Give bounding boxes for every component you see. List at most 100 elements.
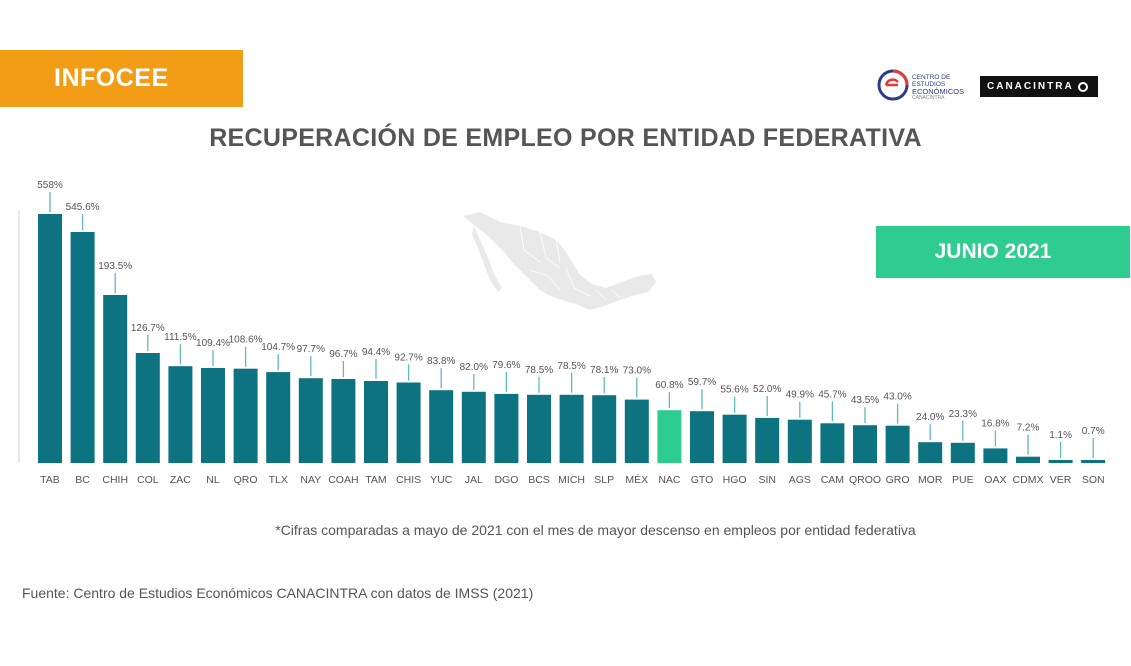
category-label-gro: GRO [886,474,910,486]
source-note: Fuente: Centro de Estudios Económicos CA… [22,585,534,601]
value-label-gto: 59.7% [688,377,716,388]
canacintra-logo-text: CANACINTRA [987,81,1074,92]
bar-mor [918,442,943,463]
bar-tam [364,381,388,463]
value-label-hgo: 55.6% [720,385,748,396]
category-label-pue: PUE [952,474,974,486]
value-label-qroo: 43.5% [851,395,879,406]
bar-mich [559,394,584,463]
category-label-bc: BC [75,474,90,486]
cee-logo-text: CENTRO DE ESTUDIOS ECONÓMICOS CANACINTRA [912,74,965,101]
value-label-chih: 193.5% [98,261,132,272]
value-label-tab: 558% [37,180,63,191]
category-label-col: COL [137,474,159,486]
category-label-nay: NAY [300,474,321,486]
value-label-nl: 109.4% [196,338,230,349]
bar-nac [657,410,682,463]
period-badge: JUNIO 2021 [876,226,1130,278]
category-label-cdmx: CDMX [1013,474,1044,486]
bar-bcs [527,394,551,463]
category-label-cam: CAM [821,474,844,486]
bar-méx [624,399,649,463]
category-label-coah: COAH [328,474,358,486]
bar-gto [690,411,714,463]
value-label-gro: 43.0% [883,392,911,403]
category-label-ver: VER [1050,474,1072,486]
category-label-zac: ZAC [170,474,191,486]
category-label-tam: TAM [365,474,386,486]
bar-pue [950,442,975,463]
value-label-ver: 1.1% [1049,430,1072,441]
category-label-son: SON [1082,474,1105,486]
value-label-coah: 96.7% [329,349,357,360]
bar-slp [592,395,617,463]
infocee-badge: INFOCEE [0,50,243,107]
category-label-tab: TAB [40,474,60,486]
value-label-nac: 60.8% [655,380,683,391]
bar-qro [233,368,258,463]
bar-sin [755,417,780,463]
value-label-qro: 108.6% [229,335,263,346]
category-label-chih: CHIH [102,474,128,486]
bar-son [1081,460,1106,463]
value-label-oax: 16.8% [981,418,1009,429]
chart-title: RECUPERACIÓN DE EMPLEO POR ENTIDAD FEDER… [209,124,922,152]
category-label-gto: GTO [691,474,714,486]
category-label-qro: QRO [234,474,258,486]
mexico-map [463,212,656,310]
bar-zac [168,366,193,463]
category-label-bcs: BCS [528,474,550,486]
category-label-chis: CHIS [396,474,421,486]
value-label-yuc: 83.8% [427,356,455,367]
value-label-zac: 111.5% [164,332,197,343]
bar-coah [331,379,356,463]
bar-cam [820,423,845,463]
bar-oax [983,448,1008,463]
value-label-bcs: 78.5% [525,365,553,376]
category-label-oax: OAX [984,474,1006,486]
cee-logo: CENTRO DE ESTUDIOS ECONÓMICOS CANACINTRA [876,68,966,106]
value-label-mich: 78.5% [557,361,585,372]
category-label-méx: MÉX [625,473,648,486]
footnote: *Cifras comparadas a mayo de 2021 con el… [275,522,916,538]
bar-chart: 558%545.6% 193.5% 126.7%111.5%109.4%108.6%… [18,180,1106,486]
bar-nay [298,378,323,463]
bar-bc [70,232,95,463]
canacintra-logo: CANACINTRA [980,76,1098,97]
value-label-jal: 82.0% [460,362,488,373]
category-label-nl: NL [206,474,220,486]
bar-chis [396,382,421,463]
value-label-mor: 24.0% [916,412,944,423]
bar-cdmx [1016,456,1040,463]
bar-tlx [266,372,291,463]
category-label-nac: NAC [658,474,681,486]
bar-jal [461,391,486,463]
value-label-bc: 545.6% [66,202,100,213]
value-label-ags: 49.9% [786,390,814,401]
bar-tab [38,214,62,463]
value-label-nay: 97.7% [297,344,325,355]
bar-dgo [494,393,519,463]
bar-ags [787,419,812,463]
bar-nl [201,368,225,463]
category-label-ags: AGS [789,474,811,486]
value-label-pue: 23.3% [949,409,977,420]
bar-qroo [853,425,877,463]
category-label-tlx: TLX [269,474,288,486]
bar-gro [885,425,910,463]
category-label-slp: SLP [594,474,614,486]
value-label-chis: 92.7% [394,353,422,364]
category-label-yuc: YUC [430,474,453,486]
category-label-qroo: QROO [849,474,881,486]
bar-chih [103,295,128,463]
value-label-méx: 73.0% [623,366,651,377]
gear-icon [1077,81,1088,92]
cee-logo-icon [877,69,909,101]
category-label-sin: SIN [758,474,776,486]
value-label-sin: 52.0% [753,384,781,395]
bar-col [135,353,160,463]
value-label-cam: 45.7% [818,389,846,400]
bar-ver [1048,460,1073,463]
value-label-col: 126.7% [131,323,165,334]
bar-yuc [429,390,454,463]
